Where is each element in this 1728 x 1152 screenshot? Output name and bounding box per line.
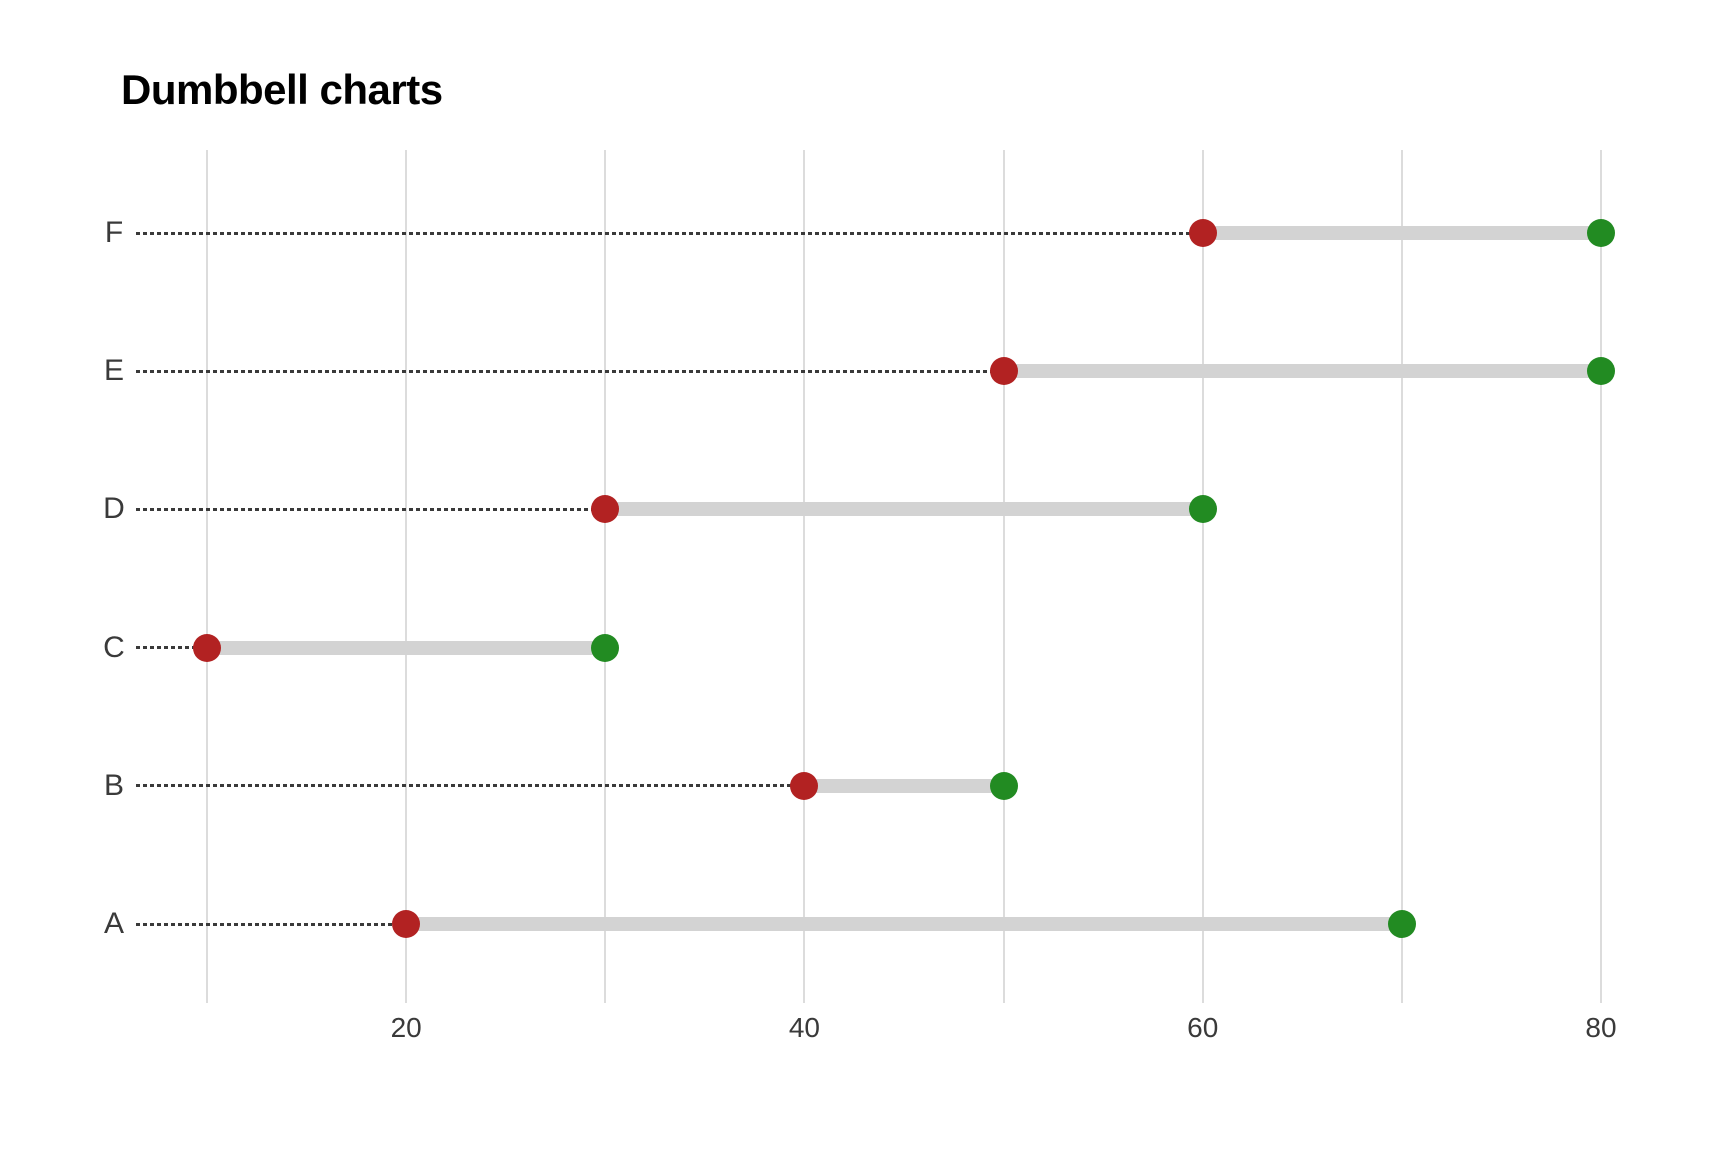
connector-bar-F xyxy=(1202,226,1601,240)
end-dot-B xyxy=(989,771,1018,800)
end-dot-D xyxy=(1188,495,1217,524)
leader-line-C xyxy=(136,646,207,650)
connector-bar-E xyxy=(1003,364,1601,379)
x-tick-label-60: 60 xyxy=(1187,1012,1219,1043)
connector-bar-D xyxy=(605,502,1203,517)
leader-line-A xyxy=(136,922,407,926)
leader-line-F xyxy=(136,231,1203,235)
leader-line-B xyxy=(136,784,805,788)
leader-line-E xyxy=(136,369,1004,373)
x-tick-label-20: 20 xyxy=(390,1012,422,1043)
start-dot-D xyxy=(591,495,620,524)
y-axis-label-A: A xyxy=(103,907,125,940)
connector-bar-C xyxy=(207,640,606,655)
start-dot-F xyxy=(1188,219,1217,247)
end-dot-E xyxy=(1587,357,1615,386)
y-axis-label-E: E xyxy=(103,354,125,388)
leader-line-D xyxy=(136,507,606,511)
y-axis-label-C: C xyxy=(103,630,125,664)
x-tick-label-40: 40 xyxy=(788,1012,820,1043)
chart-title: Dumbbell charts xyxy=(121,66,443,113)
connector-bar-A xyxy=(406,917,1402,931)
gridline-x-40 xyxy=(803,150,806,1003)
gridline-x-70 xyxy=(1400,150,1403,1003)
start-dot-B xyxy=(790,771,819,800)
start-dot-E xyxy=(989,357,1018,386)
gridline-x-50 xyxy=(1002,150,1005,1003)
start-dot-C xyxy=(193,633,221,662)
gridline-x-20 xyxy=(405,150,408,1003)
end-dot-A xyxy=(1387,910,1416,938)
end-dot-F xyxy=(1587,219,1615,247)
start-dot-A xyxy=(392,910,421,938)
end-dot-C xyxy=(591,633,620,662)
connector-bar-B xyxy=(804,778,1004,793)
x-tick-label-80: 80 xyxy=(1585,1012,1617,1043)
gridline-x-30 xyxy=(604,150,607,1003)
y-axis-label-B: B xyxy=(103,768,125,802)
y-axis-label-F: F xyxy=(104,216,124,249)
gridline-x-60 xyxy=(1201,150,1204,1003)
y-axis-label-D: D xyxy=(103,492,125,526)
gridline-x-80 xyxy=(1600,150,1602,1003)
gridline-x-10 xyxy=(206,150,208,1003)
